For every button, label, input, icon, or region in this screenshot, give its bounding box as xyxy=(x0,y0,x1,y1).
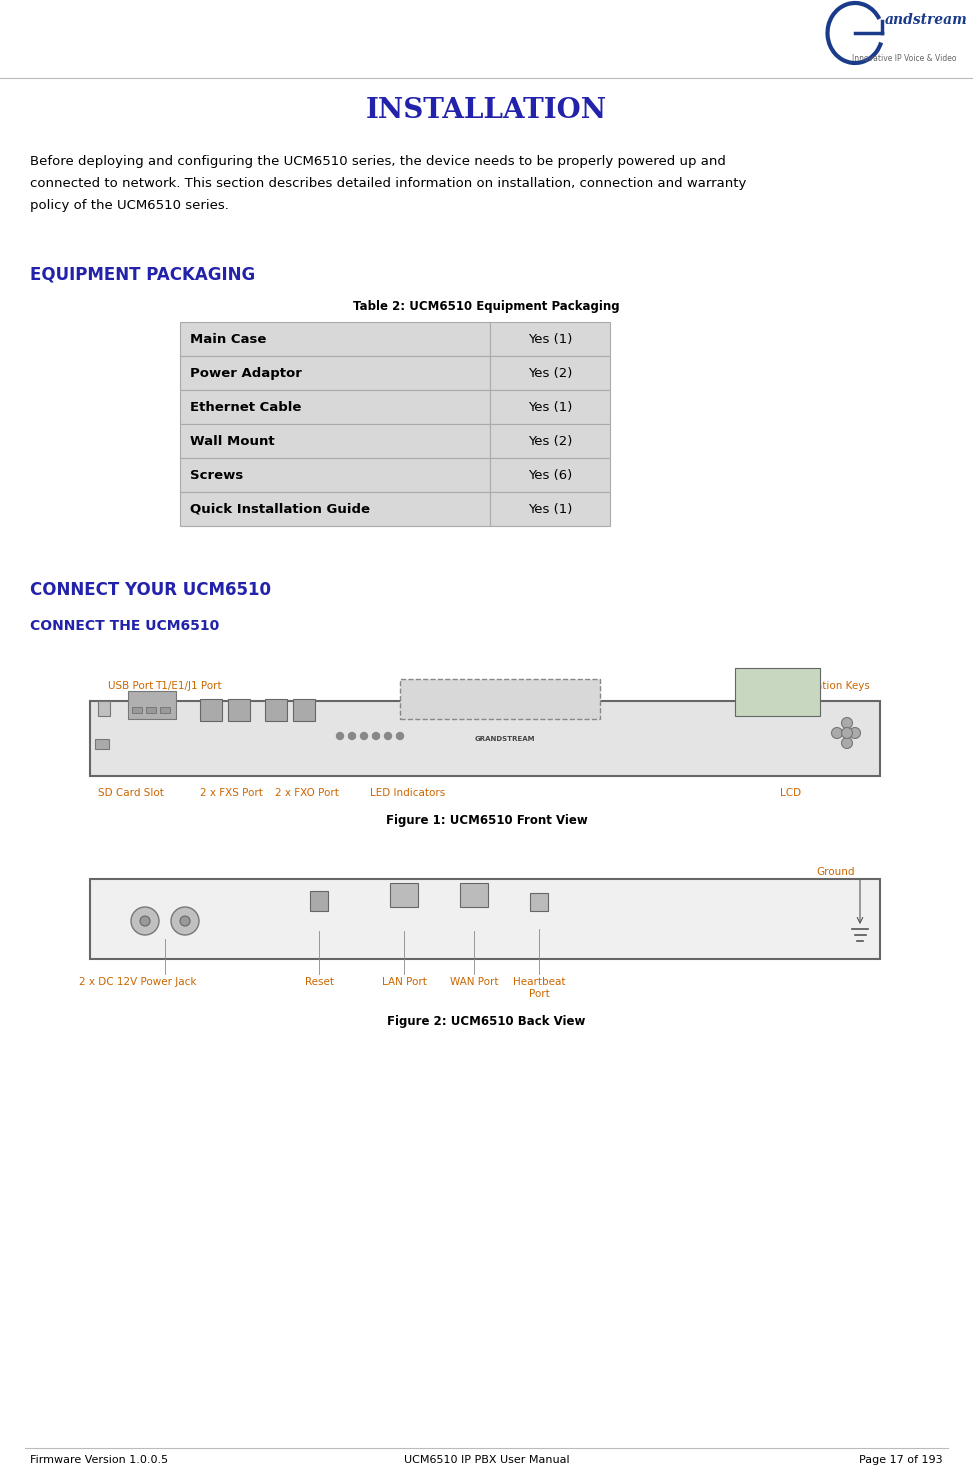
Bar xyxy=(180,492,490,526)
Text: 2 x FXS Port: 2 x FXS Port xyxy=(200,788,263,798)
Text: 2 x FXO Port: 2 x FXO Port xyxy=(275,788,339,798)
Text: policy of the UCM6510 series.: policy of the UCM6510 series. xyxy=(30,198,229,212)
Text: LCD: LCD xyxy=(780,788,801,798)
Circle shape xyxy=(373,732,379,739)
Text: LED Indicators: LED Indicators xyxy=(370,788,446,798)
Bar xyxy=(735,667,820,716)
Bar xyxy=(200,700,222,720)
Bar xyxy=(98,701,110,716)
Text: SD Card Slot: SD Card Slot xyxy=(98,788,163,798)
Bar xyxy=(490,423,610,459)
Circle shape xyxy=(842,738,852,748)
Bar xyxy=(265,700,287,720)
Bar xyxy=(460,883,488,907)
Text: Heartbeat
Port: Heartbeat Port xyxy=(513,978,565,998)
Text: WAN Port: WAN Port xyxy=(450,978,498,986)
Text: Navigation Keys: Navigation Keys xyxy=(786,681,870,691)
Circle shape xyxy=(849,728,860,738)
Bar xyxy=(490,356,610,390)
Bar xyxy=(90,879,880,958)
Text: Before deploying and configuring the UCM6510 series, the device needs to be prop: Before deploying and configuring the UCM… xyxy=(30,154,726,168)
Text: CONNECT YOUR UCM6510: CONNECT YOUR UCM6510 xyxy=(30,581,271,598)
Text: INSTALLATION: INSTALLATION xyxy=(366,97,607,123)
Bar xyxy=(90,701,880,776)
Text: Ground: Ground xyxy=(816,867,855,878)
Text: Wall Mount: Wall Mount xyxy=(190,435,274,447)
Bar xyxy=(293,700,315,720)
Text: CONNECT THE UCM6510: CONNECT THE UCM6510 xyxy=(30,619,219,634)
Circle shape xyxy=(384,732,391,739)
Circle shape xyxy=(140,916,150,926)
Bar xyxy=(228,700,250,720)
Bar xyxy=(310,891,328,911)
Circle shape xyxy=(361,732,368,739)
Text: Yes (1): Yes (1) xyxy=(527,332,572,345)
Text: Figure 1: UCM6510 Front View: Figure 1: UCM6510 Front View xyxy=(385,814,588,828)
Circle shape xyxy=(842,728,852,738)
Text: Firmware Version 1.0.0.5: Firmware Version 1.0.0.5 xyxy=(30,1455,168,1466)
Text: andstream: andstream xyxy=(885,13,968,26)
Text: EQUIPMENT PACKAGING: EQUIPMENT PACKAGING xyxy=(30,265,255,284)
Text: 2 x DC 12V Power Jack: 2 x DC 12V Power Jack xyxy=(79,978,197,986)
Bar xyxy=(400,679,600,719)
Bar xyxy=(490,459,610,492)
Text: Main Case: Main Case xyxy=(190,332,267,345)
Bar xyxy=(180,459,490,492)
Text: Yes (2): Yes (2) xyxy=(527,366,572,379)
Circle shape xyxy=(131,907,159,935)
Text: GRANDSTREAM: GRANDSTREAM xyxy=(475,736,535,742)
Text: Yes (6): Yes (6) xyxy=(528,469,572,482)
Text: Table 2: UCM6510 Equipment Packaging: Table 2: UCM6510 Equipment Packaging xyxy=(353,300,620,313)
Circle shape xyxy=(348,732,355,739)
Text: Screws: Screws xyxy=(190,469,243,482)
Text: Figure 2: UCM6510 Back View: Figure 2: UCM6510 Back View xyxy=(387,1014,586,1028)
Text: LAN Port: LAN Port xyxy=(381,978,426,986)
Bar xyxy=(95,739,109,750)
Circle shape xyxy=(171,907,199,935)
Text: connected to network. This section describes detailed information on installatio: connected to network. This section descr… xyxy=(30,176,746,190)
Circle shape xyxy=(842,717,852,729)
Text: USB Port: USB Port xyxy=(108,681,154,691)
Circle shape xyxy=(337,732,343,739)
Text: Yes (1): Yes (1) xyxy=(527,503,572,516)
Bar xyxy=(160,707,170,713)
Text: UCM6510 IP PBX User Manual: UCM6510 IP PBX User Manual xyxy=(404,1455,569,1466)
Bar xyxy=(180,423,490,459)
Bar xyxy=(180,322,490,356)
Text: Innovative IP Voice & Video: Innovative IP Voice & Video xyxy=(852,53,956,63)
Bar xyxy=(128,691,176,719)
Text: Reset: Reset xyxy=(305,978,334,986)
Text: Page 17 of 193: Page 17 of 193 xyxy=(859,1455,943,1466)
Text: Yes (1): Yes (1) xyxy=(527,400,572,413)
Text: Ethernet Cable: Ethernet Cable xyxy=(190,400,302,413)
Bar xyxy=(390,883,418,907)
Text: T1/E1/J1 Port: T1/E1/J1 Port xyxy=(155,681,222,691)
Circle shape xyxy=(180,916,190,926)
Circle shape xyxy=(832,728,843,738)
Text: Power Adaptor: Power Adaptor xyxy=(190,366,302,379)
Bar xyxy=(180,356,490,390)
Bar xyxy=(132,707,142,713)
Bar xyxy=(530,892,548,911)
Bar xyxy=(180,390,490,423)
Text: Yes (2): Yes (2) xyxy=(527,435,572,447)
Bar xyxy=(490,390,610,423)
Bar xyxy=(146,707,156,713)
Bar xyxy=(490,492,610,526)
Bar xyxy=(490,322,610,356)
Text: Quick Installation Guide: Quick Installation Guide xyxy=(190,503,370,516)
Circle shape xyxy=(397,732,404,739)
